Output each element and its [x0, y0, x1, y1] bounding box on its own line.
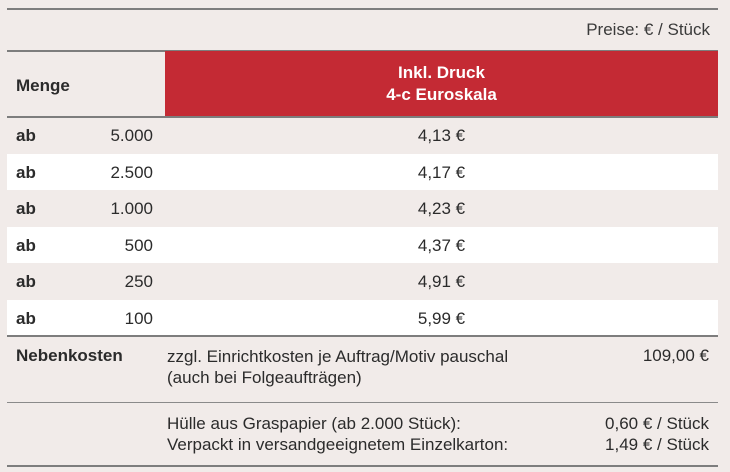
list-item: Verpackt in versandgeeignetem Einzelkart… [7, 434, 718, 455]
row-price: 4,13 € [417, 126, 466, 145]
row-quantity: 2.500 [110, 162, 153, 182]
row-prefix: ab [16, 126, 36, 145]
table-row: ab 1.000 4,23 € [7, 190, 718, 227]
menge-header: Menge [16, 76, 70, 95]
nebenkosten-description: zzgl. Einrichtkosten je Auftrag/Motiv pa… [167, 346, 607, 388]
table-row: ab 100 5,99 € [7, 299, 718, 336]
druck-header: Inkl. Druck 4-c Euroskala [165, 51, 718, 117]
nebenkosten-desc-line1: zzgl. Einrichtkosten je Auftrag/Motiv pa… [167, 347, 509, 366]
row-prefix: ab [16, 308, 36, 328]
extras-section: Hülle aus Graspapier (ab 2.000 Stück): 0… [7, 413, 718, 455]
nebenkosten-desc-line2: (auch bei Folgeaufträgen) [167, 368, 362, 387]
row-quantity: 250 [124, 272, 153, 291]
extra-value: 0,60 € / Stück [605, 414, 709, 433]
nebenkosten-label: Nebenkosten [16, 346, 123, 365]
row-price: 4,23 € [417, 199, 466, 218]
row-prefix: ab [16, 235, 36, 255]
druck-header-line2: 4-c Euroskala [386, 85, 497, 104]
row-prefix: ab [16, 199, 36, 218]
price-unit-note: Preise: € / Stück [586, 20, 710, 39]
table-row: ab 2.500 4,17 € [7, 153, 718, 190]
bottom-rule [7, 465, 718, 467]
extra-text: Verpackt in versandgeeignetem Einzelkart… [167, 435, 509, 454]
row-price: 4,37 € [417, 235, 466, 255]
row-quantity: 5.000 [110, 126, 153, 145]
nebenkosten-amount: 109,00 € [642, 346, 709, 365]
row-price: 5,99 € [417, 308, 466, 328]
table-row: ab 5.000 4,13 € [7, 117, 718, 154]
extras-top-rule [7, 402, 718, 403]
price-rows: ab 5.000 4,13 € ab 2.500 4,17 € ab 1.000… [7, 117, 718, 336]
row-price: 4,91 € [417, 272, 466, 291]
table-row: ab 500 4,37 € [7, 226, 718, 263]
extra-text: Hülle aus Graspapier (ab 2.000 Stück): [167, 414, 461, 433]
header-bottom-rule [7, 116, 718, 118]
row-price: 4,17 € [417, 162, 466, 182]
row-prefix: ab [16, 162, 36, 182]
table-row: ab 250 4,91 € [7, 263, 718, 300]
list-item: Hülle aus Graspapier (ab 2.000 Stück): 0… [7, 413, 718, 434]
table-header: Menge Inkl. Druck 4-c Euroskala [7, 51, 718, 117]
row-quantity: 500 [124, 235, 153, 255]
rows-bottom-rule [7, 335, 718, 337]
top-rule [7, 8, 718, 10]
row-quantity: 1.000 [110, 199, 153, 218]
druck-header-line1: Inkl. Druck [398, 63, 485, 82]
extra-value: 1,49 € / Stück [605, 435, 709, 454]
row-quantity: 100 [124, 308, 153, 328]
row-prefix: ab [16, 272, 36, 291]
